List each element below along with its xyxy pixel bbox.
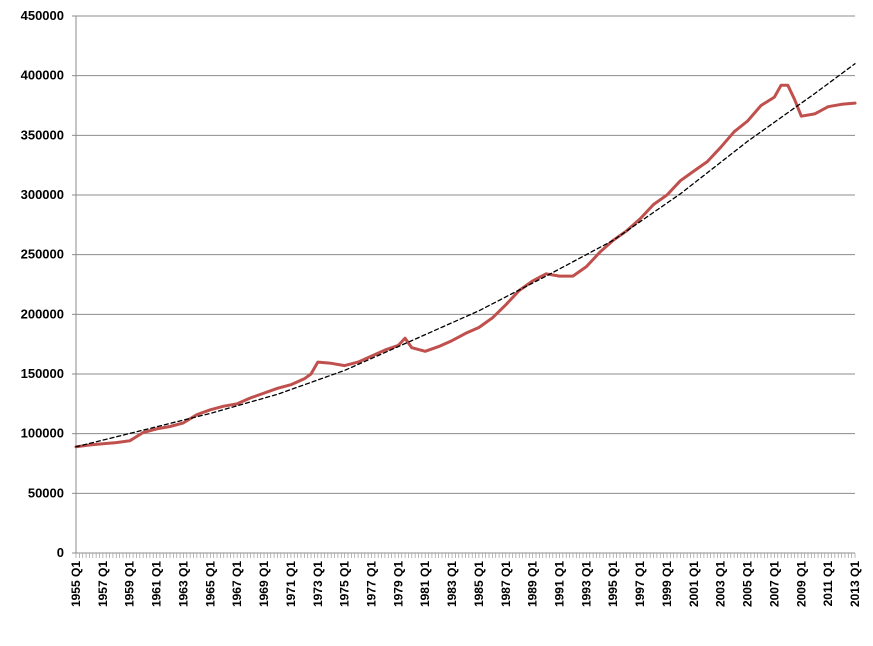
x-tick-label: 1975 Q1: [338, 561, 352, 607]
y-tick-label: 350000: [21, 127, 64, 142]
data-line: [74, 83, 857, 449]
y-tick-label: 100000: [21, 426, 64, 441]
x-tick-label: 2009 Q1: [794, 561, 808, 607]
x-tick-label: 1955 Q1: [69, 561, 83, 607]
x-tick-label: 1967 Q1: [230, 561, 244, 607]
x-tick-label: 1977 Q1: [364, 561, 378, 607]
axes: [72, 15, 856, 558]
x-tick-label: 2007 Q1: [767, 561, 781, 607]
x-tick-label: 1987 Q1: [499, 561, 513, 607]
x-tick-label: 1993 Q1: [579, 561, 593, 607]
x-tick-label: 1991 Q1: [553, 561, 567, 607]
x-tick-label: 1985 Q1: [472, 561, 486, 607]
x-tick-label: 1979 Q1: [391, 561, 405, 607]
y-tick-label: 300000: [21, 187, 64, 202]
x-tick-label: 1957 Q1: [96, 561, 110, 607]
y-tick-label: 50000: [28, 485, 64, 500]
x-tick-label: 1959 Q1: [123, 561, 137, 607]
x-tick-label: 2011 Q1: [821, 561, 835, 607]
x-tick-label: 1983 Q1: [445, 561, 459, 607]
y-tick-label: 200000: [21, 306, 64, 321]
x-tick-label: 1973 Q1: [311, 561, 325, 607]
y-axis-tick-labels: 0 50000 100000 150000 200000 250000 300000 3500…: [21, 8, 64, 560]
x-tick-label: 1989 Q1: [526, 561, 540, 607]
x-tick-label: 2001 Q1: [687, 561, 701, 607]
x-tick-label: 1963 Q1: [176, 561, 190, 607]
gridlines: [76, 15, 855, 494]
x-tick-label: 2005 Q1: [741, 561, 755, 607]
x-tick-label: 1965 Q1: [203, 561, 217, 607]
y-tick-label: 450000: [21, 8, 64, 23]
y-tick-label: 250000: [21, 247, 64, 262]
y-tick-label: 400000: [21, 68, 64, 83]
y-tick-label: 150000: [21, 366, 64, 381]
x-tick-label: 1971 Q1: [284, 561, 298, 607]
x-tick-label: 2013 Q1: [848, 561, 862, 607]
x-tick-label: 1981 Q1: [418, 561, 432, 607]
x-tick-label: 2003 Q1: [714, 561, 728, 607]
trend-line: [75, 63, 856, 448]
series-lines: [74, 63, 857, 449]
y-tick-label: 0: [57, 545, 64, 560]
x-tick-label: 1995 Q1: [606, 561, 620, 607]
x-tick-label: 1961 Q1: [150, 561, 164, 607]
x-tick-label: 1999 Q1: [660, 561, 674, 607]
x-tick-label: 1969 Q1: [257, 561, 271, 607]
x-tick-label: 1997 Q1: [633, 561, 647, 607]
x-axis-tick-labels: 1955 Q1 1957 Q1 1959 Q1 1961 Q1 1963 Q1 1965 …: [69, 561, 862, 607]
